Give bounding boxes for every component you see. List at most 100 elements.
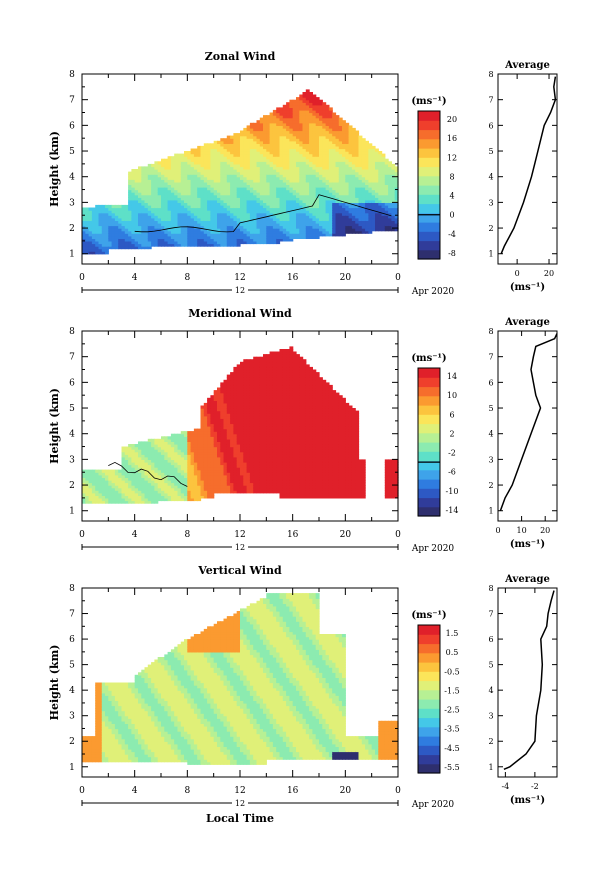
x-axis-label: Local Time: [206, 812, 274, 825]
average-profile: Average 1 2 3 4 5 6 7 8 -4 -2 (ms⁻¹): [488, 574, 558, 806]
date-label: Apr 2020: [411, 544, 455, 554]
colorbar-swatch: [418, 120, 440, 131]
y-tick-label: 1: [69, 250, 75, 260]
average-x-axis-label: (ms⁻¹): [510, 795, 545, 806]
colorbar-tick-label: 8: [449, 172, 454, 181]
average-y-tick-label: 3: [488, 712, 493, 721]
average-frame: [497, 330, 558, 522]
x-tick-label: 8: [184, 273, 190, 283]
average-x-tick-label: 10: [517, 526, 527, 535]
y-tick-label: 2: [69, 481, 75, 491]
colorbar-swatch: [418, 240, 440, 251]
day-label: 12: [235, 543, 245, 552]
average-y-tick-label: 8: [488, 327, 493, 336]
average-y-tick-label: 8: [488, 584, 493, 593]
x-tick-label: 16: [287, 786, 299, 796]
colorbar-swatch: [418, 745, 440, 756]
colorbar-swatch: [418, 432, 440, 443]
average-x-tick-label: 0: [515, 269, 520, 278]
colorbar-tick-label: 16: [447, 134, 457, 143]
x-tick-label: 12: [234, 273, 245, 283]
colorbar-swatch: [418, 166, 440, 177]
colorbar-unit-label: (ms⁻¹): [411, 96, 446, 107]
average-x-tick-label: -2: [531, 782, 539, 791]
y-tick-label: 6: [69, 121, 75, 131]
x-tick-label: 0: [395, 786, 401, 796]
colorbar-swatch: [418, 222, 440, 232]
average-y-tick-label: 1: [488, 763, 493, 772]
heatmap-cells: [82, 89, 399, 255]
colorbar-swatch: [418, 671, 440, 682]
average-x-tick-label: 20: [544, 269, 554, 278]
average-profile-line: [500, 76, 557, 254]
colorbar-swatch: [418, 754, 440, 765]
colorbar-tick-label: -14: [446, 506, 459, 515]
y-tick-label: 8: [69, 584, 75, 594]
chart-title: Vertical Wind: [197, 564, 282, 577]
colorbar-swatch: [418, 662, 440, 672]
colorbar-tick-label: -2: [448, 449, 456, 458]
day-label-bg: [232, 798, 248, 808]
y-tick-label: 5: [69, 661, 75, 671]
day-label: 12: [235, 286, 245, 295]
colorbar-unit-label: (ms⁻¹): [411, 353, 446, 364]
colorbar-swatch: [418, 386, 440, 397]
colorbar-tick-label: -3.5: [444, 725, 459, 734]
average-y-tick-label: 6: [488, 378, 493, 387]
colorbar-swatch: [418, 423, 440, 434]
average-y-tick-label: 6: [488, 635, 493, 644]
colorbar-swatch: [418, 479, 440, 489]
average-y-tick-label: 2: [488, 224, 493, 233]
y-axis-label: Height (km): [48, 388, 61, 464]
chart-title: Zonal Wind: [205, 50, 276, 63]
colorbar-swatch: [418, 736, 440, 746]
colorbar-swatch: [418, 111, 440, 121]
colorbar-swatch: [418, 451, 440, 462]
y-tick-label: 3: [69, 455, 75, 465]
y-tick-label: 5: [69, 147, 75, 157]
y-tick-label: 4: [69, 173, 75, 183]
colorbar-tick-label: -4.5: [444, 744, 459, 753]
colorbar-tick-label: -1.5: [444, 686, 459, 695]
x-tick-label: 20: [340, 786, 352, 796]
colorbar-swatch: [418, 175, 440, 186]
average-y-tick-label: 3: [488, 198, 493, 207]
average-title: Average: [504, 574, 550, 585]
colorbar-swatch: [418, 231, 440, 242]
average-y-tick-label: 5: [488, 147, 493, 156]
average-y-tick-label: 8: [488, 70, 493, 79]
colorbar-tick-label: -8: [448, 249, 456, 258]
y-axis-label: Height (km): [48, 645, 61, 721]
average-y-tick-label: 7: [488, 353, 493, 362]
x-tick-label: 0: [79, 530, 85, 540]
colorbar-swatch: [418, 377, 440, 388]
average-y-tick-label: 1: [488, 250, 493, 259]
x-tick-label: 0: [395, 530, 401, 540]
heatmap-cells: [82, 593, 399, 765]
average-y-tick-label: 3: [488, 455, 493, 464]
colorbar-swatch: [418, 212, 440, 223]
y-tick-label: 1: [69, 763, 75, 773]
colorbar-swatch: [418, 138, 440, 149]
x-tick-label: 0: [395, 273, 401, 283]
average-profile-line: [499, 333, 558, 511]
colorbar-swatch: [418, 129, 440, 140]
y-tick-label: 7: [69, 610, 75, 620]
x-tick-label: 16: [287, 273, 299, 283]
average-y-tick-label: 4: [488, 173, 493, 182]
colorbar-swatch: [418, 157, 440, 168]
y-tick-label: 6: [69, 378, 75, 388]
y-tick-label: 2: [69, 737, 75, 747]
zero-contour: [134, 194, 392, 233]
y-tick-label: 7: [69, 353, 75, 363]
colorbar-tick-label: 12: [447, 153, 457, 162]
colorbar-swatch: [418, 634, 440, 645]
x-tick-label: 0: [79, 273, 85, 283]
average-y-tick-label: 1: [488, 507, 493, 516]
colorbar-swatch: [418, 643, 440, 654]
colorbar-tick-label: -2.5: [444, 706, 459, 715]
y-tick-label: 5: [69, 404, 75, 414]
day-label-bg: [232, 285, 248, 295]
